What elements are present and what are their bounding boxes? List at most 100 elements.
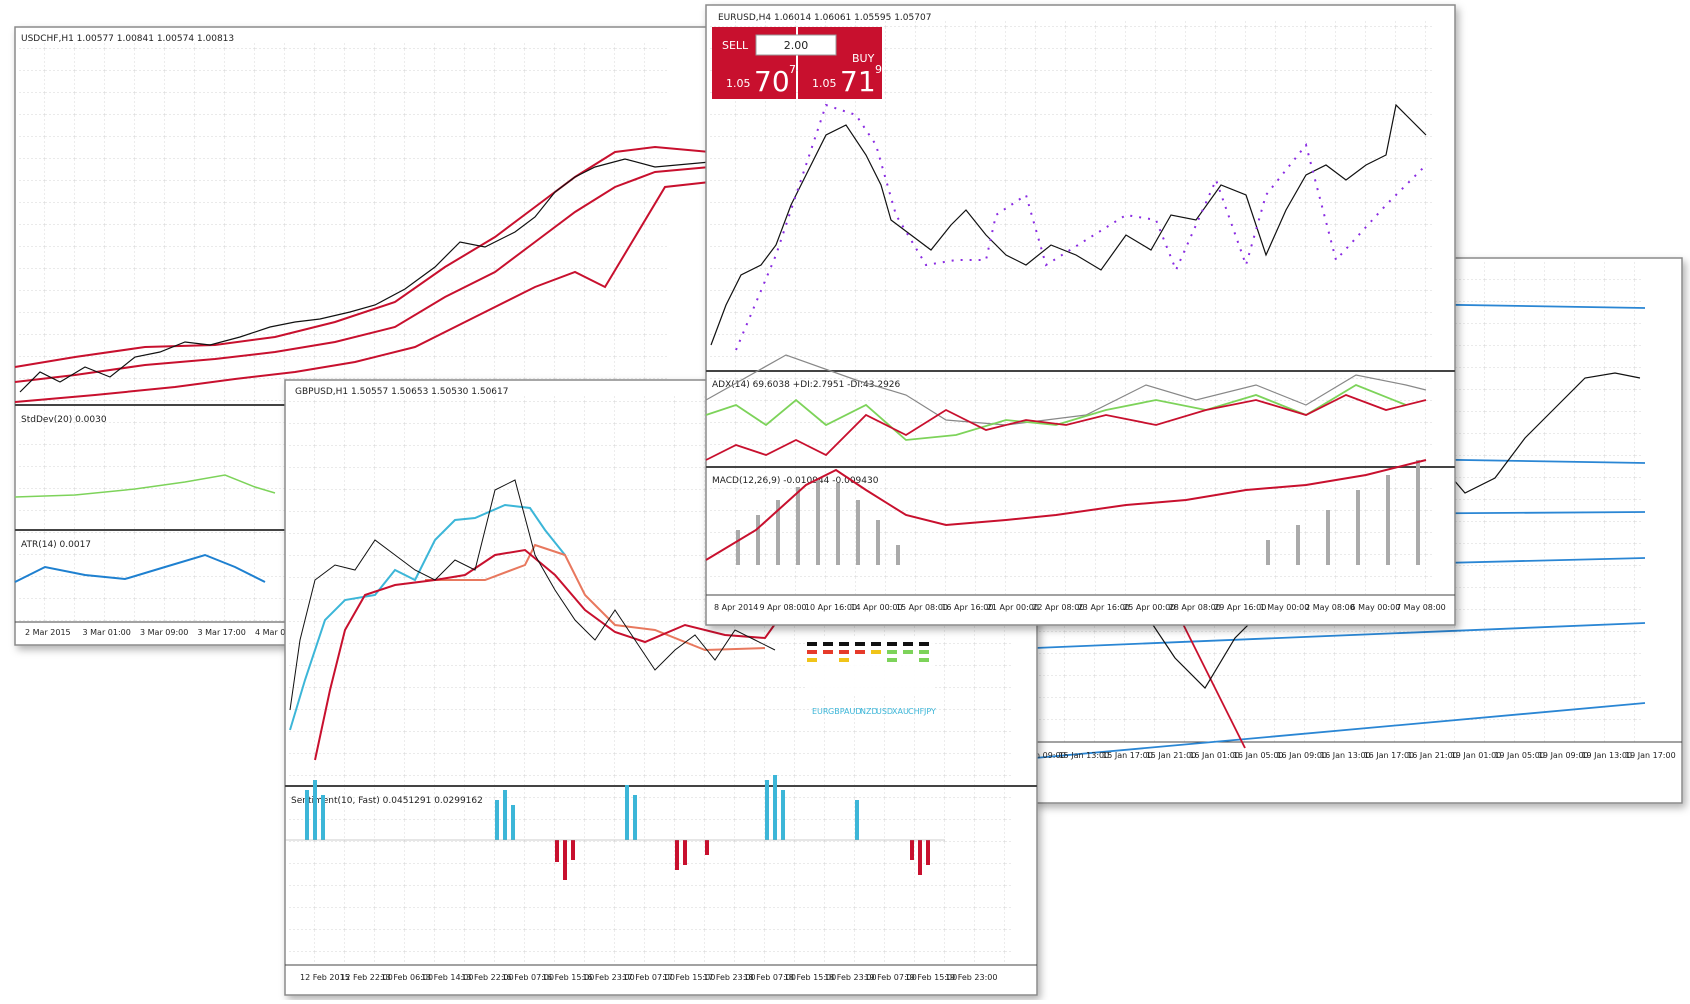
- indicator-label: Sentiment(10, Fast) 0.0451291 0.0299162: [291, 796, 483, 806]
- adx-line: [705, 354, 1427, 426]
- x-tick-label: 16 Jan 17:00: [1364, 751, 1415, 760]
- x-tick-label: 18 Feb 07:00: [743, 973, 795, 982]
- price-line: [289, 479, 776, 711]
- buy-price: 71: [840, 65, 876, 98]
- x-tick-label: 14 Apr 00:00: [850, 603, 902, 612]
- bollinger-lower: [14, 181, 711, 403]
- buy-button[interactable]: BUY: [852, 52, 875, 65]
- x-tick-label: 15 Apr 08:00: [896, 603, 948, 612]
- x-tick-label: 23 Apr 16:00: [1078, 603, 1130, 612]
- x-tick-label: 25 Apr 00:00: [1123, 603, 1175, 612]
- indicator-label: MACD(12,26,9) -0.010944 -0.009430: [712, 476, 879, 486]
- bollinger-upper: [14, 145, 711, 368]
- x-tick-label: 17 Feb 23:00: [703, 973, 755, 982]
- x-tick-label: 16 Jan 13:00: [1320, 751, 1371, 760]
- volume: 2.00: [784, 39, 809, 52]
- x-tick-label: 10 Apr 16:00: [805, 603, 857, 612]
- x-tick-label: 16 Apr 16:00: [941, 603, 993, 612]
- x-tick-label: 19 Jan 17:00: [1625, 751, 1676, 760]
- trade-panel: SELL BUY 2.00 1.05 70 7 1.05 71 9: [712, 27, 882, 99]
- stddev-line: [14, 474, 276, 498]
- currency-label: CHF: [908, 707, 925, 716]
- x-tick-label: 16 Feb 15:00: [542, 973, 594, 982]
- x-tick-label: 1 May 00:00: [1260, 603, 1310, 612]
- buy-price-pip: 9: [875, 63, 882, 76]
- x-tick-label: 18 Feb 15:00: [784, 973, 836, 982]
- x-tick-label: 29 Apr 16:00: [1214, 603, 1266, 612]
- trend-line-blue: [289, 503, 566, 731]
- x-tick-label: 17 Feb 15:00: [663, 973, 715, 982]
- bollinger-mid: [14, 166, 711, 383]
- currency-label: EUR: [812, 707, 829, 716]
- window-title: GBPUSD,H1 1.50557 1.50653 1.50530 1.5061…: [295, 387, 508, 397]
- indicator-label: ATR(14) 0.0017: [21, 540, 91, 550]
- x-tick-label: 19 Jan 05:00: [1494, 751, 1545, 760]
- parabolic-sar: [735, 103, 1427, 351]
- currency-label: NZD: [860, 707, 878, 716]
- x-tick-label: 16 Feb 07:00: [502, 973, 554, 982]
- currency-label: AUD: [844, 707, 862, 716]
- x-tick-label: 16 Jan 21:00: [1407, 751, 1458, 760]
- x-tick-label: 18 Feb 23:00: [824, 973, 876, 982]
- x-tick-label: 19 Jan 13:00: [1581, 751, 1632, 760]
- x-tick-label: 21 Apr 00:00: [987, 603, 1039, 612]
- x-tick-label: 7 May 08:00: [1396, 603, 1446, 612]
- currency-label: JPY: [923, 707, 936, 716]
- indicator-label: StdDev(20) 0.0030: [21, 415, 107, 425]
- atr-line: [14, 553, 266, 583]
- grid: [708, 19, 1433, 594]
- x-tick-label: 16 Feb 23:00: [582, 973, 634, 982]
- x-tick-label: 12 Feb 2015: [300, 973, 350, 982]
- window-title: EURUSD,H4 1.06014 1.06061 1.05595 1.0570…: [718, 13, 931, 23]
- x-tick-label: 3 Mar 01:00: [83, 628, 131, 637]
- x-tick-label: 19 Feb 15:00: [905, 973, 957, 982]
- sell-price-prefix: 1.05: [726, 77, 751, 90]
- currency-label: XAU: [892, 707, 909, 716]
- x-tick-label: 15 Jan 17:00: [1102, 751, 1153, 760]
- x-tick-label: 16 Jan 01:00: [1189, 751, 1240, 760]
- x-tick-label: 2 Mar 2015: [25, 628, 71, 637]
- plus-di-line: [705, 383, 1407, 441]
- x-tick-label: 6 May 00:00: [1351, 603, 1401, 612]
- x-tick-label: 19 Jan 01:00: [1451, 751, 1502, 760]
- x-tick-label: 16 Jan 05:00: [1233, 751, 1284, 760]
- window-title: USDCHF,H1 1.00577 1.00841 1.00574 1.0081…: [21, 34, 234, 44]
- volume-field[interactable]: [755, 34, 837, 56]
- x-tick-label: 9 Apr 08:00: [759, 603, 806, 612]
- macd-histogram: [736, 460, 1420, 565]
- x-tick-label: 13 Feb 06:00: [381, 973, 433, 982]
- x-tick-label: 19 Feb 23:00: [945, 973, 997, 982]
- currency-label: GBP: [828, 707, 845, 716]
- sell-button[interactable]: SELL: [722, 39, 749, 52]
- macd-signal: [705, 459, 1427, 561]
- x-tick-label: 19 Jan 09:00: [1538, 751, 1589, 760]
- sentiment-bars-up: [305, 775, 859, 840]
- currency-label: USD: [876, 707, 893, 716]
- x-tick-label: 3 Mar 09:00: [140, 628, 188, 637]
- price-line: [710, 103, 1427, 346]
- x-tick-label: 17 Feb 07:00: [623, 973, 675, 982]
- minus-di-line: [705, 394, 1427, 461]
- sell-price: 70: [754, 65, 790, 98]
- currency-strength: [805, 638, 935, 694]
- buy-price-prefix: 1.05: [812, 77, 837, 90]
- x-tick-label: 13 Feb 14:00: [421, 973, 473, 982]
- x-tick-label: 16 Jan 09:00: [1276, 751, 1327, 760]
- x-tick-label: 2 May 08:00: [1305, 603, 1355, 612]
- indicator-label: ADX(14) 69.6038 +DI:2.7951 -DI:43.2926: [712, 380, 901, 390]
- trend-line-orange: [425, 543, 766, 652]
- price-line: [19, 158, 711, 393]
- x-tick-label: 3 Mar 17:00: [198, 628, 246, 637]
- x-tick-label: 8 Apr 2014: [714, 603, 758, 612]
- x-tick-label: 15 Jan 13:00: [1059, 751, 1110, 760]
- x-tick-label: 22 Apr 08:00: [1032, 603, 1084, 612]
- x-tick-label: 13 Feb 22:00: [461, 973, 513, 982]
- sell-price-pip: 7: [789, 63, 796, 76]
- chart-window: EURUSD,H4 1.06014 1.06061 1.05595 1.0570…: [705, 4, 1456, 626]
- sentiment-bars-down: [555, 840, 930, 880]
- x-tick-label: 19 Feb 07:00: [864, 973, 916, 982]
- x-tick-label: 12 Feb 22:00: [340, 973, 392, 982]
- x-tick-label: 15 Jan 21:00: [1146, 751, 1197, 760]
- x-tick-label: 4 Mar 01:00: [255, 628, 303, 637]
